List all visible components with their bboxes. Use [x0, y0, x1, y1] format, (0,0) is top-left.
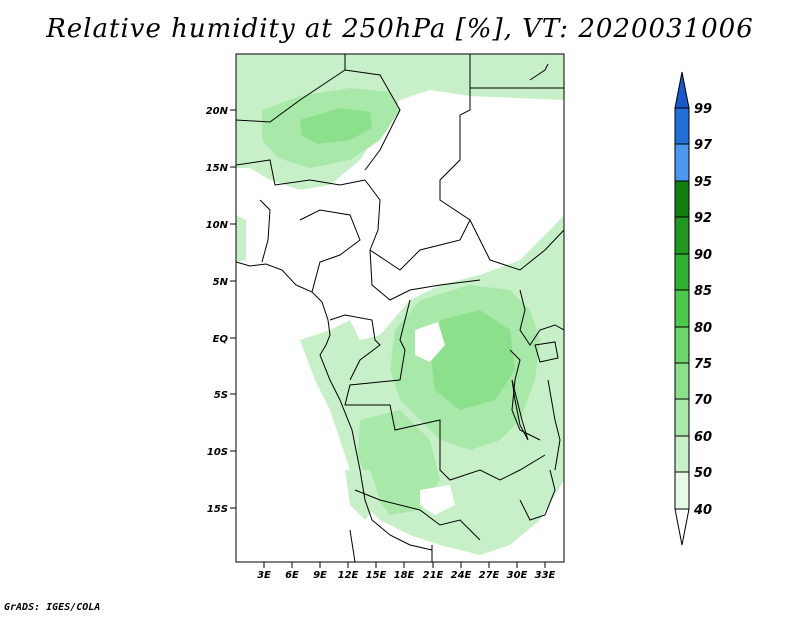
lat-label: 10S [207, 447, 228, 458]
colorbar-swatch-60-70 [674, 398, 690, 437]
colorbar-swatch-85-90 [674, 253, 690, 291]
border-line [259, 199, 271, 263]
colorbar-swatch-97-99 [674, 107, 690, 145]
colorbar-swatch-40-50 [674, 471, 690, 510]
chart-title: Relative humidity at 250hPa [%], VT: 202… [46, 14, 754, 44]
border-line [299, 209, 361, 293]
colorbar-swatch-92-95 [674, 180, 690, 218]
lat-label: 5S [214, 390, 228, 401]
lat-label: 20N [206, 106, 229, 117]
colorbar-label: 60 [694, 430, 712, 445]
border-line [364, 179, 471, 271]
colorbar-swatch-90-92 [674, 216, 690, 255]
lon-label: 12E [338, 570, 359, 581]
humidity-southwest [345, 470, 380, 520]
border-line [369, 249, 481, 301]
longitude-labels: 3E 6E 9E 12E 15E 18E 21E 24E 27E 30E 33E [257, 570, 555, 581]
border-line [236, 69, 401, 171]
lake-outline [534, 341, 559, 363]
colorbar-top-arrow [674, 71, 690, 109]
map-frame [235, 53, 565, 563]
lon-label: 3E [257, 570, 271, 581]
border-line [439, 54, 564, 271]
humidity-west-patch [236, 215, 246, 262]
colorbar-label: 50 [694, 466, 712, 481]
dry-patch [420, 485, 455, 515]
lon-label: 9E [313, 570, 327, 581]
humidity-north-inner [300, 108, 372, 144]
lat-label: 5N [213, 277, 229, 288]
colorbar-label: 40 [693, 503, 712, 518]
lon-label: 30E [507, 570, 528, 581]
colorbar-swatch-95-97 [674, 143, 690, 182]
colorbar-label: 92 [694, 211, 712, 226]
lon-label: 15E [366, 570, 387, 581]
lake-outline [511, 379, 529, 441]
border-line [329, 314, 381, 381]
colorbar-label: 80 [694, 321, 712, 336]
colorbar-label: 75 [694, 357, 712, 372]
humidity-central-inner [430, 310, 515, 410]
coastline-west-africa [236, 261, 433, 551]
lat-label: 10N [206, 220, 229, 231]
colorbar-swatch-70-75 [674, 362, 690, 400]
lon-label: 27E [479, 570, 500, 581]
humidity-field [236, 54, 564, 555]
colorbar-swatch-50-60 [674, 435, 690, 473]
border-line [547, 379, 561, 471]
colorbar-label: 97 [694, 138, 713, 153]
boundaries [236, 54, 564, 562]
lon-label: 21E [423, 570, 444, 581]
colorbar-label: 90 [694, 248, 712, 263]
coastline-red-sea [529, 63, 549, 81]
colorbar-label: 70 [694, 393, 712, 408]
latitude-labels: 20N 15N 10N 5N EQ 5S 10S 15S [206, 106, 229, 515]
lon-label: 33E [535, 570, 556, 581]
colorbar-label: 85 [694, 284, 712, 299]
border-line [349, 529, 356, 562]
border-line [519, 289, 564, 346]
border-line [519, 469, 556, 521]
lon-label: 24E [451, 570, 472, 581]
colorbar-labels: 99 97 95 92 90 85 80 75 70 60 50 40 [693, 102, 713, 518]
lat-label: 15N [206, 163, 229, 174]
lat-label: 15S [207, 504, 228, 515]
border-line [344, 299, 546, 481]
lon-label: 18E [394, 570, 415, 581]
colorbar [674, 71, 690, 546]
lon-label: 6E [285, 570, 299, 581]
colorbar-label: 95 [694, 175, 712, 190]
colorbar-label: 99 [694, 102, 712, 117]
colorbar-swatch-80-85 [674, 289, 690, 328]
dry-patch [415, 322, 445, 362]
lat-label: EQ [213, 334, 229, 345]
border-line [354, 489, 481, 541]
border-line [236, 159, 366, 186]
humidity-south-core [358, 410, 440, 515]
colorbar-bottom-arrow [674, 508, 690, 546]
credit-text: GrADS: IGES/COLA [4, 602, 101, 613]
axis-ticks [230, 109, 546, 568]
colorbar-swatch-75-80 [674, 326, 690, 364]
